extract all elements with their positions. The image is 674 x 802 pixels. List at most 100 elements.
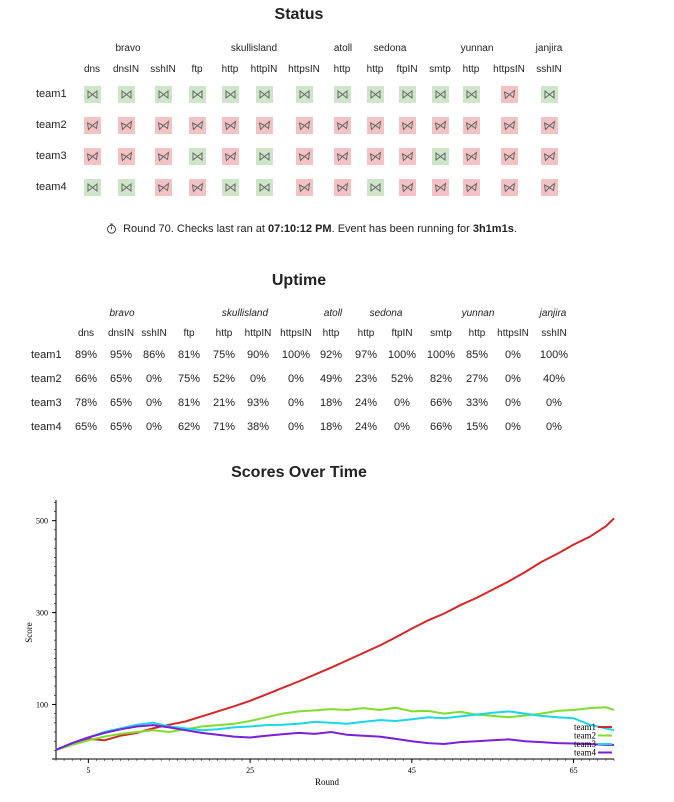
x-tick-label: 65	[570, 766, 578, 775]
uptime-cell: 18%	[319, 421, 343, 433]
status-cell	[399, 179, 416, 196]
stopwatch-icon	[106, 223, 117, 237]
uptime-title: Uptime	[271, 272, 327, 289]
status-cell	[256, 86, 273, 103]
uptime-service-2: sshIN	[141, 328, 167, 339]
y-tick-label: 500	[36, 517, 48, 526]
status-cell	[256, 148, 273, 165]
uptime-cell: 65%	[74, 421, 98, 433]
uptime-cell: 0%	[288, 373, 304, 385]
status-team-0: team1	[36, 88, 67, 100]
uptime-cell: 0%	[394, 421, 410, 433]
status-cell	[296, 117, 313, 134]
uptime-cell: 24%	[354, 421, 378, 433]
status-service-13: sshIN	[536, 64, 562, 75]
uptime-cell: 21%	[212, 397, 236, 409]
status-group-2: atoll	[333, 43, 353, 54]
uptime-cell: 100%	[387, 349, 417, 361]
status-cell	[432, 148, 449, 165]
uptime-cell: 81%	[177, 397, 201, 409]
uptime-cell: 65%	[109, 397, 133, 409]
status-cell	[463, 117, 480, 134]
uptime-cell: 62%	[177, 421, 201, 433]
status-cell	[155, 117, 172, 134]
uptime-cell: 49%	[319, 373, 343, 385]
status-service-0: dns	[83, 64, 101, 75]
uptime-group-2: atoll	[323, 308, 343, 319]
uptime-service-10: smtp	[430, 328, 452, 339]
uptime-cell: 52%	[212, 373, 236, 385]
status-service-7: http	[333, 64, 351, 75]
status-cell	[541, 117, 558, 134]
status-cell	[367, 117, 384, 134]
status-service-10: smtp	[429, 64, 451, 75]
uptime-cell: 40%	[542, 373, 566, 385]
uptime-cell: 100%	[426, 349, 456, 361]
uptime-service-7: http	[322, 328, 340, 339]
legend-label-team2: team2	[574, 731, 596, 741]
uptime-service-8: http	[357, 328, 375, 339]
status-cell	[367, 148, 384, 165]
x-tick-label: 5	[86, 766, 90, 775]
status-team-1: team2	[36, 119, 67, 131]
uptime-cell: 90%	[246, 349, 270, 361]
uptime-cell: 0%	[146, 421, 162, 433]
uptime-cell: 65%	[109, 373, 133, 385]
status-team-3: team4	[36, 181, 67, 193]
status-cell	[463, 148, 480, 165]
status-cell	[334, 117, 351, 134]
status-service-6: httpsIN	[288, 64, 320, 75]
uptime-cell: 0%	[146, 397, 162, 409]
uptime-cell: 100%	[281, 349, 311, 361]
uptime-cell: 0%	[288, 421, 304, 433]
status-cell	[256, 117, 273, 134]
uptime-cell: 82%	[429, 373, 453, 385]
uptime-group-3: sedona	[369, 308, 403, 319]
status-cell	[189, 117, 206, 134]
y-tick-label: 300	[36, 609, 48, 618]
uptime-cell: 66%	[429, 397, 453, 409]
status-cell	[118, 179, 135, 196]
status-cell	[118, 117, 135, 134]
uptime-cell: 24%	[354, 397, 378, 409]
uptime-cell: 27%	[465, 373, 489, 385]
uptime-service-5: httpIN	[244, 328, 272, 339]
uptime-cell: 33%	[465, 397, 489, 409]
uptime-service-13: sshIN	[541, 328, 567, 339]
status-cell	[222, 117, 239, 134]
status-service-3: ftp	[191, 64, 203, 75]
status-cell	[541, 179, 558, 196]
uptime-cell: 23%	[354, 373, 378, 385]
status-cell	[367, 86, 384, 103]
uptime-group-1: skullisland	[221, 308, 269, 319]
status-cell	[222, 86, 239, 103]
status-cell	[155, 86, 172, 103]
uptime-cell: 0%	[288, 397, 304, 409]
status-cell	[118, 148, 135, 165]
uptime-cell: 97%	[354, 349, 378, 361]
status-service-4: http	[221, 64, 239, 75]
status-group-0: bravo	[115, 43, 141, 54]
status-service-5: httpIN	[250, 64, 278, 75]
legend-label-team4: team4	[574, 748, 596, 758]
uptime-cell: 89%	[74, 349, 98, 361]
uptime-team-3: team4	[31, 421, 62, 433]
x-tick-label: 25	[246, 766, 254, 775]
round-info: Round 70. Checks last ran at 07:10:12 PM…	[106, 223, 517, 237]
uptime-cell: 93%	[246, 397, 270, 409]
status-service-12: httpsIN	[493, 64, 525, 75]
status-cell	[399, 86, 416, 103]
status-cell	[367, 179, 384, 196]
status-cell	[432, 86, 449, 103]
uptime-cell: 18%	[319, 397, 343, 409]
uptime-cell: 66%	[429, 421, 453, 433]
status-cell	[296, 148, 313, 165]
status-cell	[84, 148, 101, 165]
status-cell	[84, 86, 101, 103]
status-cell	[463, 179, 480, 196]
status-cell	[501, 86, 518, 103]
status-cell	[189, 148, 206, 165]
uptime-cell: 66%	[74, 373, 98, 385]
uptime-service-1: dnsIN	[107, 328, 135, 339]
y-axis-label: Score	[24, 622, 34, 643]
